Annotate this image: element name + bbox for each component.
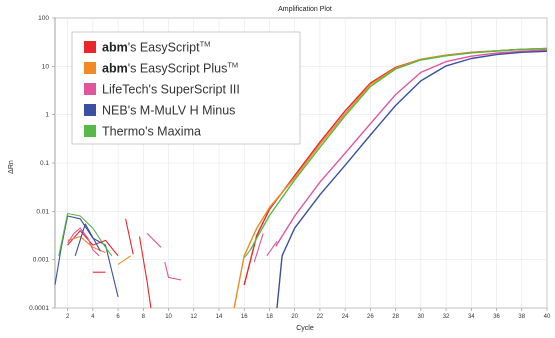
series-3-baseline-noise [266, 240, 278, 257]
x-tick-label: 2 [66, 314, 70, 320]
legend-label: abm's EasyScriptTM [102, 40, 210, 55]
legend-label: LifeTech's SuperScript III [102, 83, 240, 97]
series-3 [67, 49, 548, 281]
legend-name: NEB's M-MuLV H Minus [102, 104, 235, 118]
legend-brand: abm [102, 62, 128, 76]
legend-label: Thermo's Maxima [102, 125, 201, 139]
x-tick-label: 26 [367, 314, 374, 320]
legend-name: Thermo's Maxima [102, 125, 201, 139]
series-4-baseline-noise [74, 223, 101, 256]
x-tick-label: 36 [493, 314, 500, 320]
y-axis-label: ΔRn [8, 160, 15, 174]
x-tick-label: 4 [91, 314, 95, 320]
legend-swatch [84, 104, 96, 116]
chart-title: Amplification Plot [278, 6, 332, 13]
x-tick-label: 18 [266, 314, 273, 320]
series-5-baseline-noise [58, 212, 113, 257]
y-tick-label: 10 [42, 63, 50, 70]
series-4-baseline-noise [54, 215, 119, 298]
legend-brand: abm [102, 41, 128, 55]
x-tick-label: 14 [216, 314, 223, 320]
legend-swatch [84, 62, 96, 74]
legend-swatch [84, 41, 96, 53]
series-3-amplification-curve [275, 49, 548, 247]
series-1-baseline-noise [67, 230, 119, 257]
y-tick-label: 0.01 [36, 208, 49, 215]
x-axis-label: Cycle [296, 325, 314, 332]
y-tick-label: 0.1 [40, 160, 49, 167]
series-5-amplification-curve [249, 48, 548, 251]
x-tick-label: 24 [342, 314, 349, 320]
legend-name: LifeTech's SuperScript III [102, 83, 240, 97]
x-tick-group: 2 4 6 8 10 12 14 16 18 20 22 24 26 28 30 32 34 36 38 40 [66, 308, 551, 320]
legend-swatch [84, 125, 96, 137]
y-tick-group: 0.0001 0.001 0.01 0.1 1 10 100 [29, 15, 55, 312]
series-3-baseline-noise [146, 233, 162, 248]
series-3-baseline-noise [67, 227, 100, 257]
legend-swatch [84, 83, 96, 95]
legend-label: NEB's M-MuLV H Minus [102, 104, 235, 118]
series-5-baseline-noise [243, 249, 251, 259]
x-tick-label: 32 [443, 314, 450, 320]
series-4 [54, 50, 548, 309]
series-3-baseline-noise [164, 261, 182, 281]
x-tick-label: 6 [116, 314, 120, 320]
x-tick-label: 12 [190, 314, 197, 320]
x-tick-label: 34 [468, 314, 475, 320]
legend-label: abm's EasyScript PlusTM [102, 61, 238, 76]
series-2-baseline-noise [117, 255, 132, 265]
x-tick-label: 22 [317, 314, 324, 320]
y-tick-label: 100 [38, 15, 49, 22]
x-tick-label: 40 [544, 314, 551, 320]
legend-trademark: TM [200, 40, 211, 49]
series-1-baseline-noise [138, 236, 152, 309]
x-tick-label: 20 [291, 314, 298, 320]
y-tick-label: 0.001 [33, 257, 50, 264]
x-tick-label: 16 [241, 314, 248, 320]
x-tick-label: 38 [518, 314, 525, 320]
series-1-baseline-noise [125, 218, 134, 255]
x-tick-label: 30 [418, 314, 425, 320]
series-5 [58, 48, 548, 259]
legend-name: 's EasyScript [128, 41, 200, 55]
x-tick-label: 28 [392, 314, 399, 320]
series-group [54, 47, 548, 309]
x-tick-label: 8 [142, 314, 146, 320]
y-tick-label: 0.0001 [29, 305, 49, 312]
x-tick-label: 10 [165, 314, 172, 320]
legend-trademark: TM [227, 61, 238, 70]
legend-box [71, 31, 301, 145]
legend-name: 's EasyScript Plus [128, 62, 228, 76]
y-tick-label: 1 [45, 112, 49, 119]
series-3-baseline-noise [253, 233, 264, 263]
series-4-amplification-curve [276, 50, 548, 309]
